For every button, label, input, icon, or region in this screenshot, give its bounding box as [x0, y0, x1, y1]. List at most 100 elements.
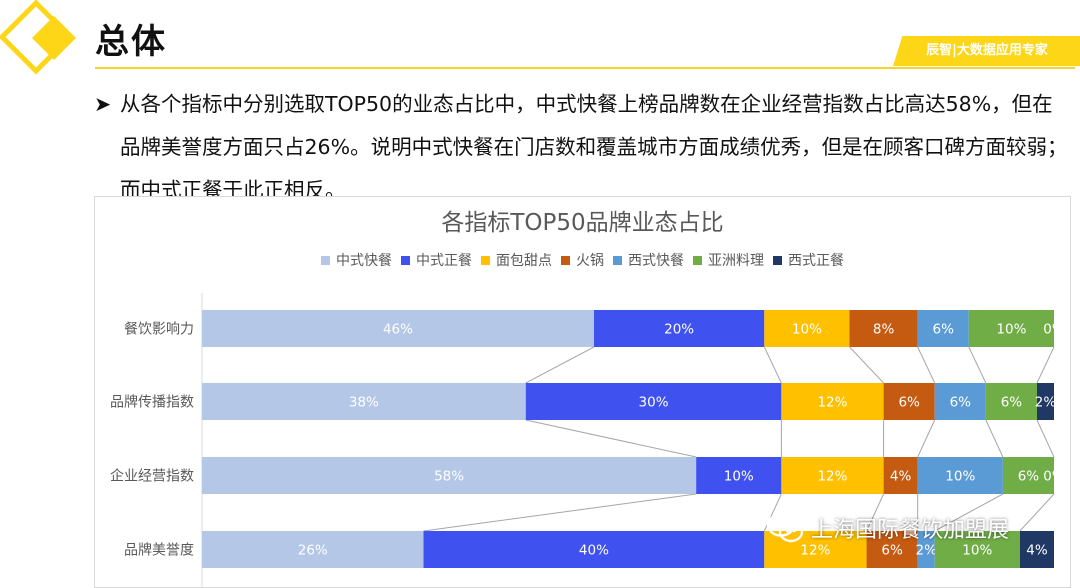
- series-lines: [423, 346, 1055, 532]
- bar-segment: [593, 310, 765, 347]
- bar-segment: [968, 310, 1054, 347]
- chart-panel: 各指标TOP50品牌业态占比 中式快餐 中式正餐 面包甜点 火锅 西式快餐 亚洲料理 西式正…: [94, 196, 1071, 588]
- data-label: 46%: [383, 322, 413, 338]
- series-line: [763, 346, 782, 384]
- bar-segment: [934, 383, 986, 420]
- data-label: 26%: [298, 543, 328, 559]
- series-line: [525, 346, 595, 384]
- series-line: [934, 493, 1004, 532]
- bar-segment: [202, 310, 594, 347]
- bar-segment: [985, 383, 1037, 420]
- watermark: 上海国际餐饮加盟展: [765, 508, 1009, 548]
- data-label: 6%: [898, 395, 920, 411]
- data-label: 4%: [890, 469, 912, 485]
- chart-title: 各指标TOP50品牌业态占比: [441, 210, 724, 236]
- series-line: [423, 493, 697, 532]
- category-label: 企业经营指数: [110, 468, 194, 485]
- legend-label: 西式快餐: [628, 253, 684, 269]
- data-label: 0%: [1043, 469, 1065, 485]
- data-label: 10%: [724, 469, 754, 485]
- bar-segment: [525, 383, 782, 420]
- bar-segment: [866, 531, 918, 568]
- category-label: 餐饮影响力: [124, 322, 194, 338]
- bar-segment: [917, 531, 935, 568]
- series-line: [1036, 346, 1055, 384]
- page-title: 总体: [95, 22, 167, 62]
- wechat-icon: [766, 513, 804, 543]
- series-line: [849, 346, 884, 384]
- legend-label: 中式正餐: [416, 253, 472, 269]
- bar-segment: [202, 531, 424, 568]
- brand-tag: 辰智|大数据应用专家: [893, 36, 1080, 66]
- data-label: 6%: [881, 543, 903, 559]
- series-line: [968, 346, 987, 384]
- data-label: 2%: [915, 543, 937, 559]
- data-label: 4%: [1026, 543, 1048, 559]
- legend-swatch: [773, 255, 782, 265]
- bar-segment: [1002, 457, 1054, 494]
- category-label: 品牌美誉度: [124, 542, 194, 559]
- data-label: 6%: [1018, 469, 1040, 485]
- data-label: 20%: [664, 322, 694, 338]
- bar-segment: [883, 457, 918, 494]
- bar-segment: [849, 310, 918, 347]
- legend-label: 亚洲料理: [708, 253, 764, 269]
- legend-swatch: [613, 255, 622, 265]
- data-label: 12%: [800, 543, 830, 559]
- bar-segment: [423, 531, 765, 568]
- bar-segment: [764, 310, 850, 347]
- data-label: 6%: [950, 395, 972, 411]
- data-label: 10%: [792, 322, 822, 338]
- watermark-text: 上海国际餐饮加盟展: [811, 518, 1010, 543]
- bar-segment: [1036, 383, 1054, 420]
- bar-segment: [1019, 531, 1054, 568]
- bar-segment: [917, 310, 969, 347]
- legend-item: 面包甜点: [481, 250, 552, 270]
- legend-item: 中式正餐: [401, 250, 472, 270]
- bar-segment: [202, 457, 697, 494]
- legend-label: 西式正餐: [788, 253, 844, 269]
- legend-item: 西式正餐: [773, 250, 844, 270]
- summary-bullet: ➤ 从各个指标中分别选取TOP50的业态占比中，中式快餐上榜品牌数在企业经营指数…: [94, 83, 1069, 212]
- data-label: 12%: [817, 395, 847, 411]
- data-label: 8%: [873, 322, 895, 338]
- summary-text: 从各个指标中分别选取TOP50的业态占比中，中式快餐上榜品牌数在企业经营指数占比…: [120, 92, 1068, 202]
- chart-legend: 中式快餐 中式正餐 面包甜点 火锅 西式快餐 亚洲料理 西式正餐: [95, 250, 1070, 270]
- legend-label: 面包甜点: [496, 253, 552, 269]
- series-line: [917, 346, 936, 384]
- data-label: 0%: [1043, 322, 1065, 338]
- arrow-bullet-icon: ➤: [94, 92, 112, 116]
- category-label: 品牌传播指数: [110, 394, 194, 411]
- legend-item: 火锅: [561, 250, 604, 270]
- legend-item: 西式快餐: [613, 250, 684, 270]
- legend-label: 中式快餐: [336, 253, 392, 269]
- bar-segment: [781, 383, 884, 420]
- diamond-logo-icon: [0, 0, 76, 75]
- series-line: [917, 419, 936, 458]
- series-line: [866, 493, 885, 532]
- legend-item: 亚洲料理: [693, 250, 764, 270]
- bar-segment: [202, 383, 526, 420]
- bar-segment: [917, 457, 1003, 494]
- legend-swatch: [561, 255, 570, 265]
- data-label: 10%: [945, 469, 975, 485]
- data-label: 2%: [1035, 395, 1057, 411]
- bar-segment: [934, 531, 1020, 568]
- legend-swatch: [693, 255, 702, 265]
- data-label: 12%: [817, 469, 847, 485]
- bar-segment: [696, 457, 782, 494]
- data-label: 6%: [933, 322, 955, 338]
- bar-segment: [781, 457, 884, 494]
- legend-label: 火锅: [576, 253, 604, 269]
- data-label: 58%: [434, 469, 464, 485]
- series-line: [1019, 493, 1055, 532]
- data-label: 10%: [996, 322, 1026, 338]
- stacked-bar-chart: 餐饮影响力 46% 20% 10% 8% 6% 10% 0% 品牌传播指数 38% 30% 12% 6%…: [110, 293, 1065, 587]
- series-line: [985, 419, 1004, 458]
- header-divider: [95, 67, 1075, 69]
- data-label: 40%: [579, 543, 609, 559]
- bar-segment: [883, 383, 935, 420]
- legend-swatch: [401, 255, 410, 265]
- legend-swatch: [481, 255, 490, 265]
- series-line: [1036, 419, 1055, 458]
